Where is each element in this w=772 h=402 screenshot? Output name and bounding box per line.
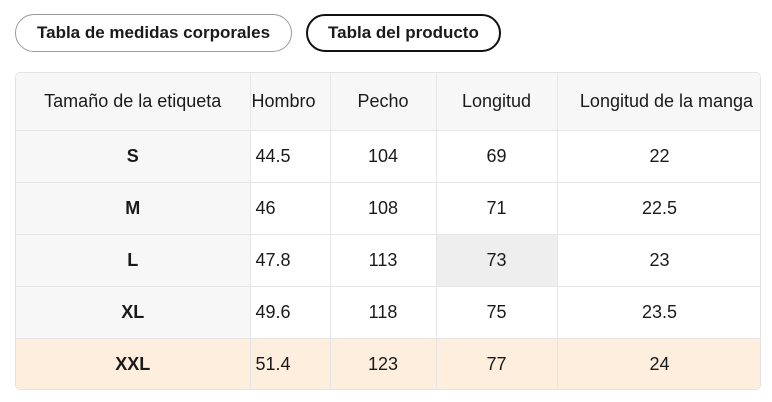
sleeve-cell: 23.5 xyxy=(557,286,760,339)
shoulder-cell: 46 xyxy=(250,182,331,235)
table-row: S 44.5 104 69 22 xyxy=(16,130,760,183)
length-cell: 71 xyxy=(436,182,558,235)
shoulder-cell: 51.4 xyxy=(250,338,331,389)
chest-cell: 123 xyxy=(330,338,437,389)
tab-product-measurements[interactable]: Tabla del producto xyxy=(306,14,501,52)
shoulder-cell: 47.8 xyxy=(250,234,331,287)
chest-cell: 108 xyxy=(330,182,437,235)
table-row: M 46 108 71 22.5 xyxy=(16,182,760,235)
chest-cell: 113 xyxy=(330,234,437,287)
shoulder-cell: 44.5 xyxy=(250,130,331,183)
table-row: XL 49.6 118 75 23.5 xyxy=(16,286,760,339)
table-row: L 47.8 113 73 23 xyxy=(16,234,760,287)
chart-tabs: Tabla de medidas corporales Tabla del pr… xyxy=(15,14,501,52)
header-shoulder: Hombro xyxy=(250,73,331,131)
header-length: Longitud xyxy=(436,73,558,131)
size-table: Tamaño de la etiqueta Hombro Pecho Longi… xyxy=(16,73,760,389)
tab-body-measurements[interactable]: Tabla de medidas corporales xyxy=(15,14,293,52)
size-cell: L xyxy=(16,234,251,287)
size-cell: S xyxy=(16,130,251,183)
size-cell: M xyxy=(16,182,251,235)
chest-cell: 118 xyxy=(330,286,437,339)
size-cell: XL xyxy=(16,286,251,339)
shoulder-cell: 49.6 xyxy=(250,286,331,339)
table-header-row: Tamaño de la etiqueta Hombro Pecho Longi… xyxy=(16,73,760,131)
length-cell: 69 xyxy=(436,130,558,183)
header-chest: Pecho xyxy=(330,73,437,131)
chest-cell: 104 xyxy=(330,130,437,183)
length-cell: 75 xyxy=(436,286,558,339)
sleeve-cell: 24 xyxy=(557,338,760,389)
header-label-size: Tamaño de la etiqueta xyxy=(16,73,251,131)
header-sleeve-length: Longitud de la manga xyxy=(557,73,760,131)
length-cell-hovered: 73 xyxy=(436,234,558,287)
table-row-highlighted: XXL 51.4 123 77 24 xyxy=(16,338,760,389)
sleeve-cell: 22 xyxy=(557,130,760,183)
sleeve-cell: 23 xyxy=(557,234,760,287)
length-cell: 77 xyxy=(436,338,558,389)
sleeve-cell: 22.5 xyxy=(557,182,760,235)
size-table-container[interactable]: Tamaño de la etiqueta Hombro Pecho Longi… xyxy=(15,72,761,390)
size-cell: XXL xyxy=(16,338,251,389)
